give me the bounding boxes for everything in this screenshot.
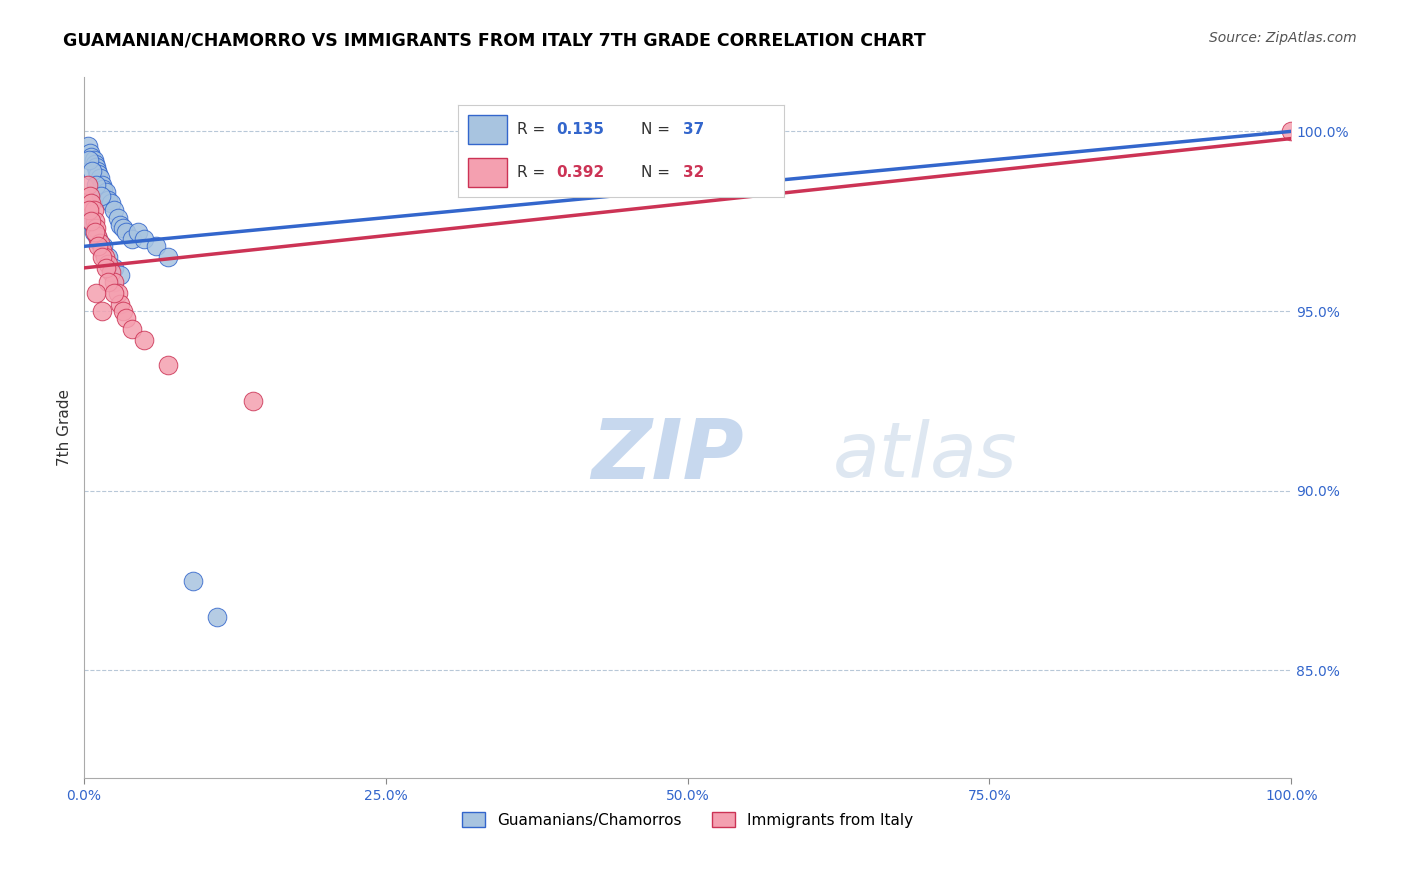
Point	[134, 232, 156, 246]
Point	[134, 333, 156, 347]
Point	[79, 189, 101, 203]
Point	[83, 225, 105, 239]
Point	[115, 311, 138, 326]
Point	[82, 164, 104, 178]
Point	[83, 214, 105, 228]
Point	[121, 322, 143, 336]
Point	[80, 196, 103, 211]
Point	[79, 214, 101, 228]
Point	[76, 178, 98, 193]
Point	[97, 257, 120, 271]
Point	[80, 214, 103, 228]
Point	[84, 161, 107, 175]
Point	[84, 178, 107, 193]
Text: GUAMANIAN/CHAMORRO VS IMMIGRANTS FROM ITALY 7TH GRADE CORRELATION CHART: GUAMANIAN/CHAMORRO VS IMMIGRANTS FROM IT…	[63, 31, 927, 49]
Point	[1279, 124, 1302, 138]
Point	[100, 264, 122, 278]
Point	[87, 168, 110, 182]
Point	[108, 297, 131, 311]
Point	[83, 225, 105, 239]
Point	[103, 275, 125, 289]
Point	[107, 211, 129, 225]
Point	[97, 250, 120, 264]
Point	[242, 393, 264, 408]
Point	[77, 203, 100, 218]
Point	[91, 250, 114, 264]
Point	[86, 228, 108, 243]
Point	[157, 250, 180, 264]
Point	[103, 260, 125, 275]
Point	[83, 157, 105, 171]
Text: Source: ZipAtlas.com: Source: ZipAtlas.com	[1209, 31, 1357, 45]
Point	[157, 358, 180, 372]
Point	[103, 203, 125, 218]
Point	[111, 221, 134, 235]
Point	[89, 171, 111, 186]
Point	[91, 178, 114, 193]
Point	[84, 286, 107, 301]
Point	[86, 164, 108, 178]
Point	[91, 243, 114, 257]
Point	[93, 250, 115, 264]
Point	[97, 193, 120, 207]
Point	[127, 225, 149, 239]
Point	[181, 574, 204, 588]
Point	[87, 232, 110, 246]
Point	[145, 239, 167, 253]
Point	[121, 232, 143, 246]
Point	[79, 145, 101, 160]
Point	[97, 275, 120, 289]
Point	[89, 235, 111, 250]
Point	[80, 149, 103, 163]
Point	[94, 186, 117, 200]
Point	[100, 196, 122, 211]
Point	[91, 182, 114, 196]
Text: atlas: atlas	[832, 419, 1017, 493]
Point	[108, 268, 131, 282]
Point	[103, 286, 125, 301]
Point	[91, 239, 114, 253]
Point	[94, 260, 117, 275]
Point	[115, 225, 138, 239]
Point	[76, 138, 98, 153]
Point	[83, 153, 105, 167]
Point	[91, 304, 114, 318]
Y-axis label: 7th Grade: 7th Grade	[58, 389, 72, 467]
Text: ZIP: ZIP	[591, 416, 744, 496]
Point	[108, 218, 131, 232]
Point	[83, 203, 105, 218]
Point	[111, 304, 134, 318]
Point	[84, 221, 107, 235]
Legend: Guamanians/Chamorros, Immigrants from Italy: Guamanians/Chamorros, Immigrants from It…	[456, 805, 920, 834]
Point	[87, 239, 110, 253]
Point	[107, 286, 129, 301]
Point	[90, 189, 112, 203]
Point	[77, 153, 100, 167]
Point	[205, 609, 228, 624]
